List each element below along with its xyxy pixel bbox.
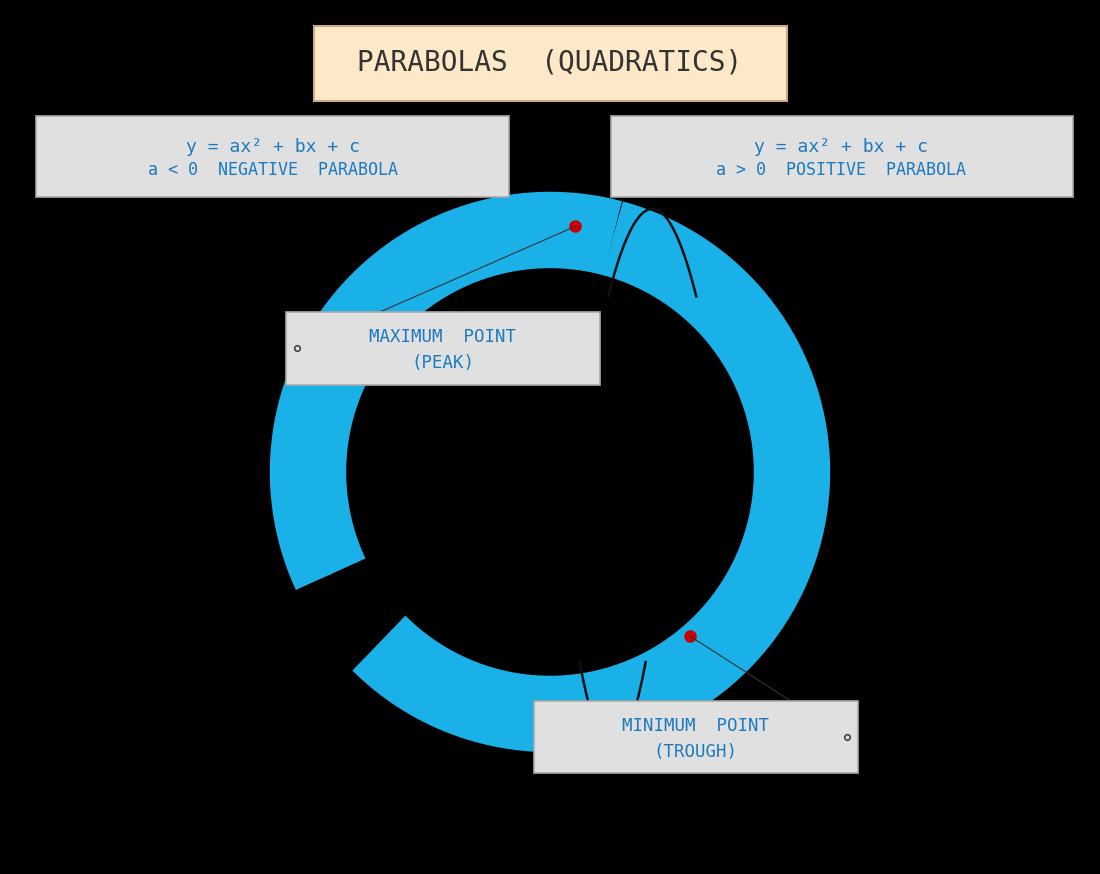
Text: MINIMUM  POINT: MINIMUM POINT: [623, 718, 769, 735]
Text: (TROUGH): (TROUGH): [653, 743, 738, 761]
FancyBboxPatch shape: [36, 116, 509, 197]
FancyBboxPatch shape: [286, 312, 600, 385]
Text: (PEAK): (PEAK): [411, 354, 474, 372]
Polygon shape: [283, 529, 337, 574]
Polygon shape: [613, 225, 668, 271]
FancyBboxPatch shape: [610, 116, 1072, 197]
Text: a > 0  POSITIVE  PARABOLA: a > 0 POSITIVE PARABOLA: [716, 162, 967, 179]
Text: MAXIMUM  POINT: MAXIMUM POINT: [370, 329, 516, 346]
Text: y = ax² + bx + c: y = ax² + bx + c: [186, 138, 360, 156]
FancyBboxPatch shape: [314, 26, 786, 101]
FancyBboxPatch shape: [534, 701, 858, 773]
Text: y = ax² + bx + c: y = ax² + bx + c: [755, 138, 928, 156]
Text: PARABOLAS  (QUADRATICS): PARABOLAS (QUADRATICS): [358, 49, 742, 77]
Text: a < 0  NEGATIVE  PARABOLA: a < 0 NEGATIVE PARABOLA: [147, 162, 398, 179]
